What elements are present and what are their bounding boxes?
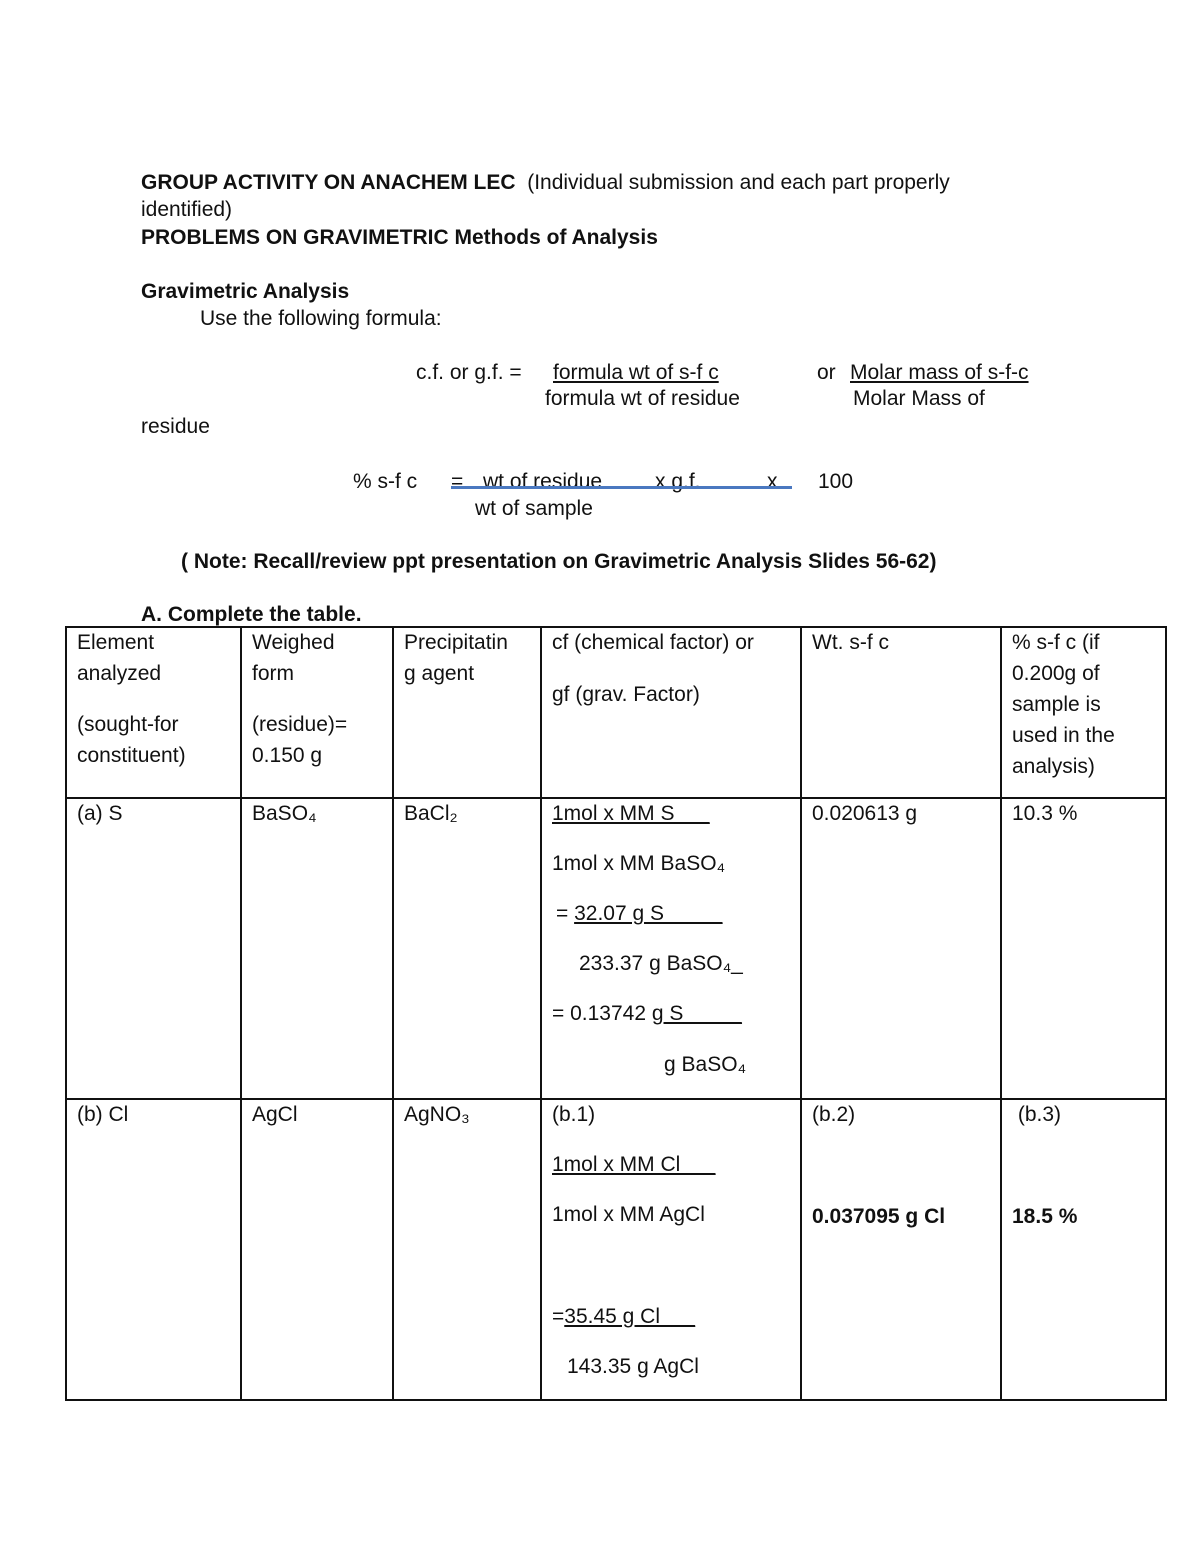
cf-line: 1mol x MM S___	[552, 802, 710, 825]
formula1-numerator2: Molar mass of s-f-c	[850, 361, 1029, 384]
formula1-denominator1: formula wt of residue	[545, 387, 740, 410]
document-subtitle: PROBLEMS ON GRAVIMETRIC Methods of Analy…	[141, 226, 658, 249]
cf-num: 32.07 g S_____	[574, 902, 723, 925]
section-heading: Gravimetric Analysis	[141, 280, 350, 303]
table-row: (b) Cl AgCl AgNO₃ (b.1) 1mol x MM Cl___ …	[65, 1098, 1167, 1401]
header-cell: (residue)=	[252, 713, 348, 736]
cf-line: = 32.07 g S_____	[556, 901, 722, 926]
cf-line: = 0.13742 g S_____	[552, 1001, 742, 1026]
formula1-numerator1: formula wt of s-f c	[553, 361, 719, 384]
wt-label: (b.2)	[812, 1103, 856, 1126]
header-cell: sample is	[1012, 693, 1101, 716]
header-cell: cf (chemical factor) or	[552, 631, 754, 654]
formula2-numerator: wt of residue	[483, 470, 603, 493]
header-cell: Wt. s-f c	[812, 631, 889, 654]
header-cell: (sought-for	[77, 713, 179, 736]
formula2-denominator: wt of sample	[475, 497, 593, 520]
cf-line: 1mol x MM AgCl	[552, 1203, 705, 1226]
header-cell: Element	[77, 631, 155, 654]
header-cell: % s-f c (if	[1012, 631, 1100, 654]
cf-line: 233.37 g BaSO₄_	[579, 952, 743, 975]
formula2-eq: =	[451, 470, 464, 493]
note: ( Note: Recall/review ppt presentation o…	[181, 550, 937, 573]
formula2-hundred: 100	[818, 470, 854, 493]
formula2-x-gf: x g.f.	[655, 470, 701, 493]
agent-cell: AgNO₃	[404, 1103, 470, 1126]
header-cell: Weighed	[252, 631, 335, 654]
cf-line: 1mol x MM BaSO₄	[552, 852, 726, 875]
results-table: Element analyzed (sought-for constituent…	[65, 626, 1167, 1401]
cf-line: 143.35 g AgCl	[567, 1355, 699, 1378]
cf-line: (b.1)	[552, 1103, 596, 1126]
title-note: (Individual submission and each part pro…	[527, 171, 950, 194]
document-title: GROUP ACTIVITY ON ANACHEM LEC (Individua…	[141, 170, 950, 195]
title-note-wrap: identified)	[141, 198, 233, 221]
wt-cell: 0.037095 g Cl	[812, 1205, 946, 1228]
cf-line: =35.45 g Cl___	[552, 1304, 695, 1329]
element-cell: (a) S	[77, 802, 123, 825]
cf-line: g BaSO₄	[664, 1053, 747, 1076]
element-cell: (b) Cl	[77, 1103, 129, 1126]
formula1-lhs: c.f. or g.f. =	[416, 361, 522, 384]
formula1-denominator2-wrap: residue	[141, 415, 210, 438]
header-cell: Precipitatin	[404, 631, 508, 654]
header-cell: used in the	[1012, 724, 1115, 747]
cf-num: 35.45 g Cl___	[564, 1305, 696, 1328]
instruction: Use the following formula:	[200, 307, 442, 330]
table-row: (a) S BaSO₄ BaCl₂ 1mol x MM S___ 1mol x …	[65, 797, 1167, 1100]
formula2-x: x	[767, 470, 778, 493]
agent-cell: BaCl₂	[404, 802, 458, 825]
pct-cell: 18.5 %	[1012, 1205, 1078, 1228]
formula1-denominator2: Molar Mass of	[853, 387, 985, 410]
header-cell: 0.200g of	[1012, 662, 1100, 685]
title-bold: GROUP ACTIVITY ON ANACHEM LEC	[141, 171, 516, 194]
weighed-form-cell: AgCl	[252, 1103, 298, 1126]
cf-line: 1mol x MM Cl___	[552, 1153, 716, 1176]
cf-eq: =	[556, 902, 575, 925]
header-cell: constituent)	[77, 744, 186, 767]
header-cell: analysis)	[1012, 755, 1095, 778]
table-header-row: Element analyzed (sought-for constituent…	[65, 626, 1167, 799]
cf-value: = 0.13742	[552, 1002, 652, 1025]
cf-eq: =	[552, 1305, 565, 1328]
header-cell: form	[252, 662, 294, 685]
cf-unit-num: g S_____	[651, 1002, 742, 1025]
header-cell: gf (grav. Factor)	[552, 683, 700, 706]
wt-cell: 0.020613 g	[812, 802, 918, 825]
header-cell: g agent	[404, 662, 475, 685]
header-cell: analyzed	[77, 662, 162, 685]
table-title: A. Complete the table.	[141, 603, 362, 626]
header-cell: 0.150 g	[252, 744, 323, 767]
formula2-lhs: % s-f c	[353, 470, 418, 493]
pct-cell: 10.3 %	[1012, 802, 1078, 825]
formula2-fraction-line	[451, 486, 792, 489]
pct-label: (b.3)	[1012, 1103, 1062, 1126]
weighed-form-cell: BaSO₄	[252, 802, 317, 825]
formula1-or: or	[817, 361, 836, 384]
